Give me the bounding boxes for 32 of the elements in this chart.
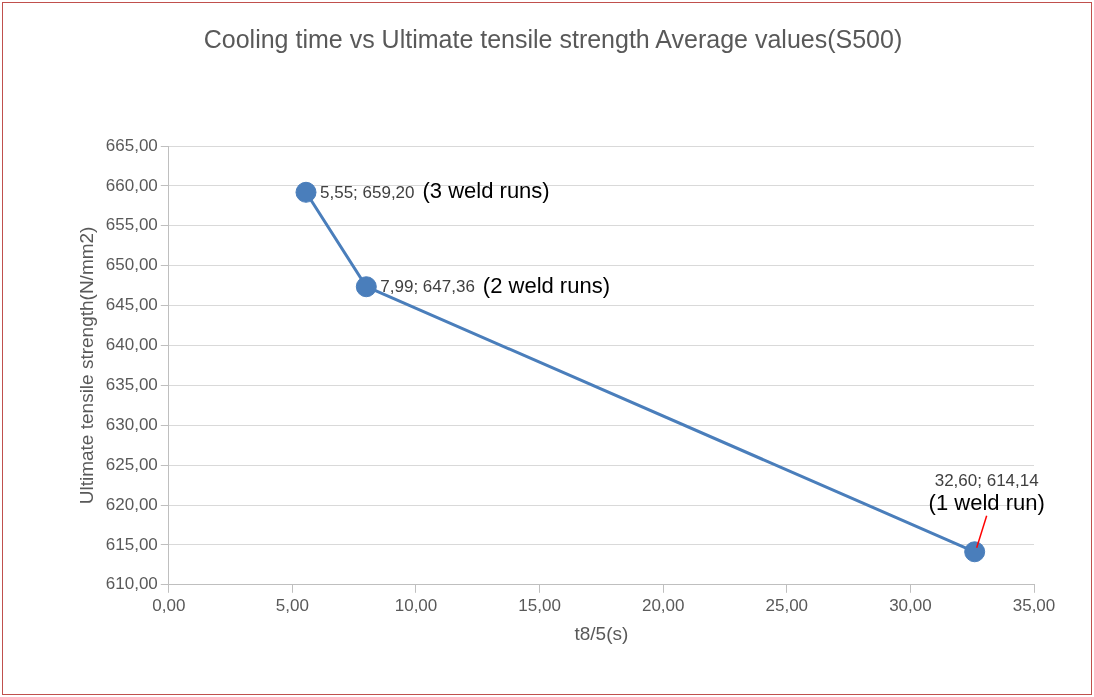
x-tick-label: 15,00 <box>518 595 561 615</box>
y-axis-title: Ultimate tensile strength(N/mm2) <box>75 226 97 505</box>
x-tick-label: 30,00 <box>889 595 932 615</box>
y-tick-label: 625,00 <box>105 454 158 474</box>
data-label: 32,60; 614,14 <box>934 471 1039 491</box>
point <box>295 181 317 203</box>
x-tick-label: 10,00 <box>394 595 438 615</box>
annotation: (1 weld run) <box>928 489 1045 515</box>
x-axis-title: t8/5(s) <box>574 622 629 644</box>
y-tick-label: 665,00 <box>105 135 158 155</box>
y-tick-label: 640,00 <box>105 335 158 355</box>
y-tick-label: 645,00 <box>105 295 158 315</box>
point <box>355 276 377 298</box>
data-label: 7,99; 647,36 <box>380 277 475 297</box>
y-tick-label: 615,00 <box>105 534 158 554</box>
x-tick-label: 0,00 <box>152 595 186 615</box>
y-tick-label: 620,00 <box>105 494 158 514</box>
x-tick-label: 5,00 <box>275 595 309 615</box>
y-tick-label: 660,00 <box>105 175 158 195</box>
y-tick-label: 635,00 <box>105 375 158 395</box>
y-tick-label: 650,00 <box>105 255 158 275</box>
annotation: (3 weld runs) <box>422 178 550 204</box>
y-tick-label: 630,00 <box>105 414 158 434</box>
y-tick-label: 610,00 <box>105 574 158 594</box>
x-tick-label: 35,00 <box>1012 595 1056 615</box>
data-label: 5,55; 659,20 <box>319 182 415 202</box>
chart-title: Cooling time vs Ultimate tensile strength Average values(S500) <box>203 24 903 53</box>
y-tick-label: 655,00 <box>105 215 158 235</box>
point <box>964 541 986 563</box>
x-tick-label: 20,00 <box>641 595 685 615</box>
annotation: (2 weld runs) <box>482 272 610 298</box>
x-tick-label: 25,00 <box>765 595 809 615</box>
